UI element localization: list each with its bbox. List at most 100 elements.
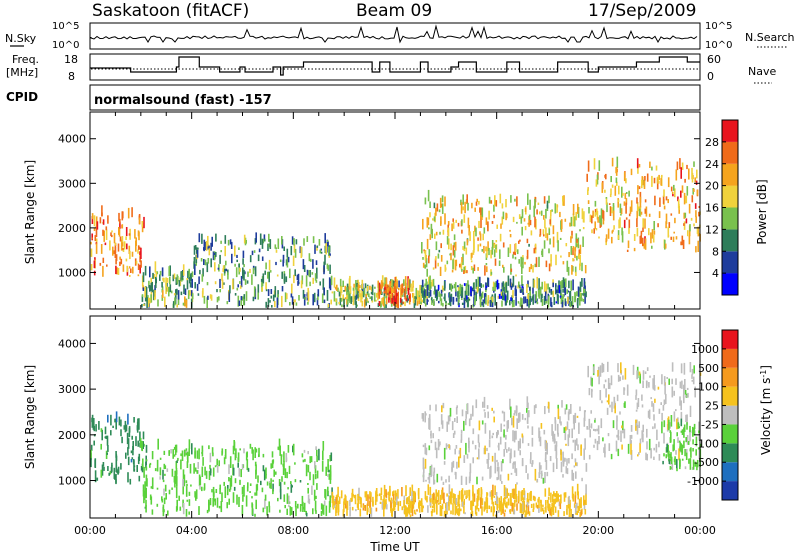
velocity-mark — [241, 464, 244, 470]
power-mark — [526, 283, 528, 293]
power-mark — [187, 290, 190, 300]
power-mark — [552, 225, 555, 235]
power-mark — [274, 286, 277, 298]
power-mark — [267, 289, 270, 296]
velocity-mark — [691, 379, 694, 382]
velocity-mark — [145, 487, 147, 499]
power-mark — [314, 244, 316, 254]
velocity-mark — [528, 410, 530, 418]
power-mark — [510, 195, 512, 203]
power-mark — [243, 234, 246, 244]
velocity-mark — [198, 506, 200, 515]
power-mark — [213, 251, 216, 261]
power-mark — [444, 213, 446, 225]
power-mark — [176, 288, 178, 295]
power-mark — [611, 236, 613, 244]
power-mark — [121, 236, 124, 243]
velocity-mark — [695, 449, 697, 456]
velocity-mark — [448, 484, 451, 495]
power-mark — [255, 232, 257, 243]
power-mark — [312, 294, 314, 306]
velocity-mark — [525, 510, 527, 517]
power-mark — [538, 256, 540, 267]
velocity-colorbar-segment — [722, 386, 738, 406]
velocity-mark — [220, 501, 223, 513]
velocity-mark — [557, 404, 559, 409]
power-mark — [391, 293, 394, 304]
velocity-mark — [307, 464, 310, 473]
velocity-mark — [661, 374, 663, 385]
power-mark — [361, 300, 364, 307]
power-mark — [665, 213, 668, 225]
velocity-mark — [481, 476, 484, 481]
velocity-mark — [237, 462, 239, 468]
velocity-xtick-label: 16:00 — [481, 524, 513, 537]
velocity-mark — [683, 384, 685, 395]
velocity-mark — [162, 469, 164, 480]
power-mark — [640, 234, 642, 244]
velocity-mark — [168, 489, 171, 495]
velocity-mark — [457, 508, 459, 516]
power-mark — [496, 224, 498, 229]
velocity-mark — [635, 395, 637, 400]
velocity-mark — [359, 496, 361, 504]
power-mark — [512, 216, 515, 223]
power-mark — [463, 247, 466, 252]
velocity-mark — [446, 493, 448, 497]
power-mark — [168, 266, 170, 277]
power-mark — [698, 206, 701, 208]
velocity-mark — [355, 509, 357, 512]
power-mark — [319, 281, 321, 286]
velocity-mark — [575, 471, 577, 479]
power-mark — [683, 192, 686, 205]
power-mark — [379, 285, 382, 289]
power-mark — [510, 297, 512, 301]
velocity-mark — [328, 473, 331, 480]
power-mark — [135, 240, 137, 252]
velocity-mark — [385, 492, 388, 498]
power-mark — [472, 250, 475, 255]
power-mark — [91, 237, 93, 240]
power-mark — [638, 186, 641, 190]
velocity-mark — [191, 443, 193, 455]
velocity-mark — [521, 494, 524, 499]
velocity-mark — [406, 497, 409, 501]
power-mark — [696, 190, 699, 196]
velocity-mark — [351, 492, 353, 502]
power-mark — [425, 258, 428, 268]
velocity-mark — [531, 460, 534, 465]
power-mark — [426, 217, 429, 228]
power-mark — [227, 269, 229, 275]
power-mark — [159, 274, 161, 281]
velocity-mark — [329, 465, 332, 477]
power-mark — [461, 287, 464, 298]
velocity-mark — [470, 413, 472, 420]
velocity-mark — [694, 461, 697, 467]
power-mark — [243, 269, 245, 281]
velocity-mark — [606, 407, 609, 415]
velocity-mark — [187, 453, 189, 463]
velocity-mark — [623, 387, 626, 391]
power-mark — [570, 236, 572, 243]
power-mark — [232, 279, 234, 290]
power-mark — [529, 296, 531, 306]
power-mark — [381, 297, 383, 305]
velocity-mark — [299, 480, 302, 483]
velocity-mark — [149, 462, 152, 465]
velocity-mark — [678, 440, 681, 443]
velocity-mark — [374, 499, 377, 506]
velocity-mark — [290, 484, 293, 493]
power-mark — [144, 286, 146, 298]
velocity-mark — [279, 445, 281, 456]
velocity-mark — [432, 493, 434, 505]
velocity-mark — [413, 509, 416, 514]
velocity-mark — [466, 453, 469, 459]
velocity-mark — [304, 458, 306, 462]
power-mark — [511, 295, 513, 304]
power-mark — [145, 287, 148, 299]
power-mark — [579, 296, 582, 300]
power-mark — [468, 298, 471, 301]
power-mark — [605, 198, 608, 205]
power-mark — [429, 275, 431, 287]
power-mark — [643, 180, 646, 189]
